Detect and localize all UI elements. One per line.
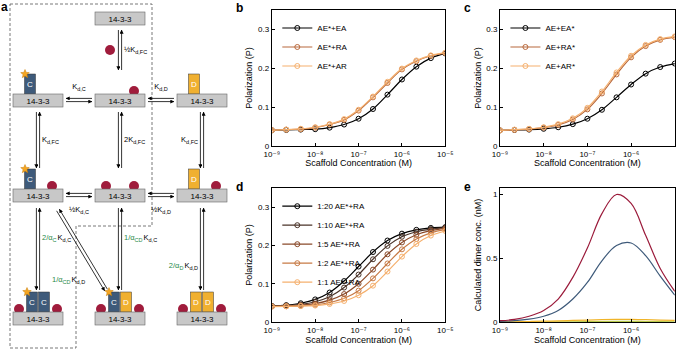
- svg-text:0: 0: [493, 142, 498, 151]
- svg-text:0: 0: [265, 318, 270, 327]
- svg-text:½Kd,D: ½Kd,D: [151, 205, 171, 215]
- svg-text:1:2 AE*+RA: 1:2 AE*+RA: [317, 259, 360, 268]
- svg-text:14-3-3: 14-3-3: [108, 15, 132, 24]
- svg-text:Kd,D: Kd,D: [154, 82, 168, 92]
- svg-text:1:20 AE*+RA: 1:20 AE*+RA: [317, 202, 365, 211]
- svg-text:Scaffold Concentration (M): Scaffold Concentration (M): [305, 159, 412, 169]
- svg-text:Polarization (P): Polarization (P): [473, 47, 483, 109]
- svg-text:Polarization (P): Polarization (P): [244, 224, 254, 286]
- svg-text:1/αCDKd,C: 1/αCDKd,C: [124, 233, 157, 243]
- svg-text:10⁻⁶: 10⁻⁶: [623, 326, 639, 335]
- svg-text:C: C: [27, 175, 33, 184]
- svg-text:10⁻⁷: 10⁻⁷: [351, 326, 367, 335]
- svg-text:0.2: 0.2: [258, 241, 270, 250]
- svg-text:a: a: [1, 0, 8, 14]
- svg-text:14-3-3: 14-3-3: [108, 315, 132, 324]
- svg-text:1: 1: [493, 190, 498, 199]
- svg-text:AE+AR*: AE+AR*: [545, 62, 575, 71]
- svg-text:10⁻⁶: 10⁻⁶: [394, 150, 410, 159]
- svg-text:0.2: 0.2: [258, 64, 270, 73]
- svg-text:2Kd,FC: 2Kd,FC: [124, 135, 145, 145]
- svg-text:D: D: [193, 298, 199, 307]
- svg-text:c: c: [464, 1, 471, 15]
- svg-text:14-3-3: 14-3-3: [108, 97, 132, 106]
- svg-text:10⁻⁶: 10⁻⁶: [394, 326, 410, 335]
- svg-text:0.1: 0.1: [258, 280, 270, 289]
- svg-text:d: d: [236, 180, 243, 194]
- svg-text:14-3-3: 14-3-3: [108, 192, 132, 201]
- svg-text:Scaffold Concentration (M): Scaffold Concentration (M): [305, 335, 412, 345]
- svg-text:0.3: 0.3: [258, 203, 270, 212]
- svg-text:1/αCDKd,D: 1/αCDKd,D: [52, 275, 85, 285]
- svg-text:D: D: [191, 175, 197, 184]
- svg-text:2/αCKd,C: 2/αCKd,C: [42, 233, 71, 243]
- svg-text:2/αDKd,D: 2/αDKd,D: [169, 261, 198, 271]
- svg-text:14-3-3: 14-3-3: [26, 192, 50, 201]
- svg-text:0.5: 0.5: [486, 254, 498, 263]
- svg-text:1:10 AE*+RA: 1:10 AE*+RA: [317, 221, 365, 230]
- svg-text:10⁻⁷: 10⁻⁷: [579, 150, 595, 159]
- svg-text:14-3-3: 14-3-3: [26, 315, 50, 324]
- svg-text:10⁻⁸: 10⁻⁸: [307, 150, 324, 159]
- svg-text:14-3-3: 14-3-3: [190, 192, 214, 201]
- svg-text:0: 0: [493, 318, 498, 327]
- svg-text:AE*+RA: AE*+RA: [317, 43, 347, 52]
- svg-text:Scaffold Concentration (M): Scaffold Concentration (M): [534, 159, 641, 169]
- svg-text:10⁻⁸: 10⁻⁸: [535, 150, 552, 159]
- svg-text:Kd,C: Kd,C: [72, 82, 86, 92]
- svg-text:10⁻⁷: 10⁻⁷: [579, 326, 595, 335]
- svg-text:0.1: 0.1: [486, 103, 498, 112]
- svg-text:Kd,FC: Kd,FC: [181, 135, 198, 145]
- svg-text:10⁻⁵: 10⁻⁵: [437, 326, 453, 335]
- svg-text:AE+EA*: AE+EA*: [545, 24, 574, 33]
- svg-text:10⁻⁷: 10⁻⁷: [351, 150, 367, 159]
- svg-text:0: 0: [265, 142, 270, 151]
- svg-text:10⁻⁶: 10⁻⁶: [623, 150, 639, 159]
- svg-text:D: D: [123, 298, 129, 307]
- svg-text:D: D: [191, 80, 197, 89]
- svg-text:10⁻⁹: 10⁻⁹: [492, 150, 509, 159]
- svg-text:Polarization (P): Polarization (P): [244, 47, 254, 109]
- svg-text:C: C: [111, 298, 117, 307]
- svg-text:14-3-3: 14-3-3: [190, 97, 214, 106]
- svg-text:14-3-3: 14-3-3: [26, 97, 50, 106]
- svg-text:C: C: [27, 80, 33, 89]
- svg-text:Kd,FC: Kd,FC: [42, 135, 59, 145]
- svg-text:C: C: [41, 298, 47, 307]
- svg-text:Calculated dimer conc. (nM): Calculated dimer conc. (nM): [473, 199, 483, 312]
- svg-text:10⁻⁹: 10⁻⁹: [492, 326, 509, 335]
- svg-text:1:5 AE*+RA: 1:5 AE*+RA: [317, 240, 360, 249]
- svg-text:b: b: [236, 1, 243, 15]
- svg-text:14-3-3: 14-3-3: [190, 315, 214, 324]
- svg-text:Scaffold Concentration (M): Scaffold Concentration (M): [534, 335, 641, 345]
- svg-text:10⁻⁹: 10⁻⁹: [264, 326, 281, 335]
- svg-text:D: D: [205, 298, 211, 307]
- svg-text:AE+RA*: AE+RA*: [545, 43, 575, 52]
- svg-text:10⁻⁸: 10⁻⁸: [307, 326, 324, 335]
- svg-text:0.3: 0.3: [486, 25, 498, 34]
- svg-text:10⁻⁸: 10⁻⁸: [535, 326, 552, 335]
- svg-text:AE*+AR: AE*+AR: [317, 62, 347, 71]
- svg-text:0.2: 0.2: [486, 64, 498, 73]
- svg-text:1:1 AE*+RA: 1:1 AE*+RA: [317, 278, 360, 287]
- svg-text:½Kd,C: ½Kd,C: [69, 205, 89, 215]
- svg-text:10⁻⁵: 10⁻⁵: [437, 150, 453, 159]
- svg-text:0.3: 0.3: [258, 25, 270, 34]
- svg-text:½Kd,FC: ½Kd,FC: [124, 45, 147, 55]
- svg-text:0.1: 0.1: [258, 103, 270, 112]
- svg-text:C: C: [29, 298, 35, 307]
- svg-text:10⁻⁹: 10⁻⁹: [264, 150, 281, 159]
- svg-text:AE*+EA: AE*+EA: [317, 24, 347, 33]
- svg-text:e: e: [464, 180, 471, 194]
